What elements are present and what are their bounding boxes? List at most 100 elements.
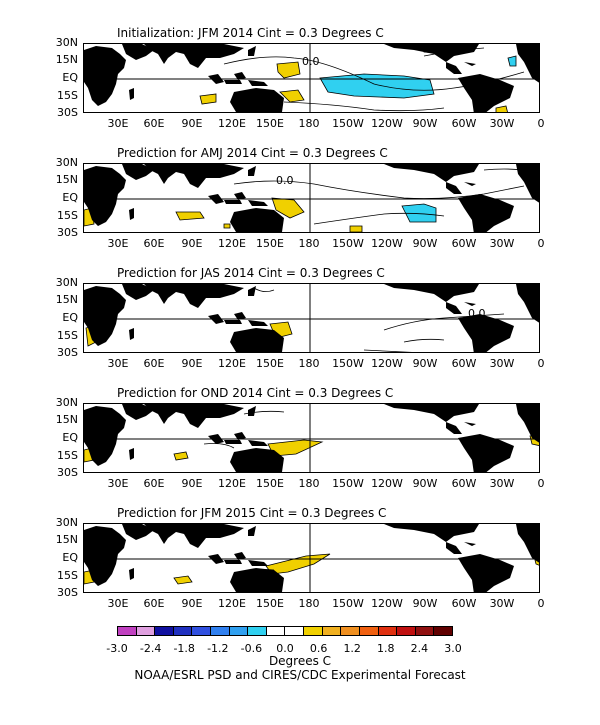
- lat-tick-label: 15N: [55, 53, 78, 66]
- land-mass: [516, 524, 539, 563]
- lon-tick-label: 120W: [371, 597, 403, 610]
- lon-tick-label: 90E: [181, 477, 203, 490]
- land-mass: [248, 166, 256, 176]
- lon-tick-label: 30W: [489, 357, 515, 370]
- land-mass: [446, 302, 462, 314]
- lon-tick-label: 120E: [218, 117, 246, 130]
- land-mass: [144, 404, 244, 428]
- land-mass: [122, 164, 154, 180]
- lat-tick-label: 15S: [57, 89, 78, 102]
- legend-swatch: [266, 627, 286, 635]
- land-mass: [446, 542, 462, 554]
- land-mass: [129, 208, 134, 220]
- anomaly-region: [507, 55, 517, 67]
- lon-tick-label: 120W: [371, 357, 403, 370]
- lat-tick-label: 30S: [57, 346, 78, 359]
- lon-tick-label: 90E: [181, 237, 203, 250]
- legend-tick: 1.8: [377, 642, 395, 655]
- legend-tick: -1.2: [207, 642, 229, 655]
- contour-label: 0.0: [468, 307, 486, 320]
- lon-tick-label: 150W: [332, 477, 364, 490]
- lat-tick-label: 30S: [57, 106, 78, 119]
- lon-tick-label: 120W: [371, 477, 403, 490]
- panel-title: Prediction for JFM 2015 Cint = 0.3 Degre…: [117, 506, 387, 520]
- legend-swatch: [173, 627, 193, 635]
- legend-swatch: [378, 627, 398, 635]
- land-mass: [516, 284, 539, 323]
- land-mass: [458, 74, 514, 112]
- land-mass: [464, 182, 476, 186]
- map-graphic: [84, 404, 539, 472]
- land-mass: [464, 302, 476, 306]
- land-mass: [464, 422, 476, 426]
- lon-tick-label: 60W: [451, 357, 477, 370]
- lon-tick-label: 120W: [371, 117, 403, 130]
- lon-tick-label: 60E: [143, 357, 165, 370]
- lon-tick-label: 180: [298, 117, 320, 130]
- zero-contour: [203, 443, 235, 449]
- land-mass: [248, 46, 256, 56]
- lon-tick-label: 60E: [143, 477, 165, 490]
- legend-swatch: [434, 627, 452, 635]
- legend-tick: -0.6: [240, 642, 263, 655]
- legend-tick: -1.8: [173, 642, 195, 655]
- lon-tick-label: 90E: [181, 597, 203, 610]
- lon-tick-label: 60E: [143, 597, 165, 610]
- land-mass: [248, 526, 256, 536]
- legend-swatch: [322, 627, 342, 635]
- legend-swatch: [155, 627, 174, 635]
- land-mass: [458, 194, 514, 232]
- land-mass: [144, 164, 244, 188]
- land-mass: [230, 328, 284, 352]
- land-mass: [384, 524, 479, 542]
- lat-tick-label: 30N: [55, 276, 78, 289]
- land-mass: [248, 286, 256, 296]
- legend-tick: -2.4: [139, 642, 162, 655]
- anomaly-region: [175, 211, 205, 221]
- panel-title: Initialization: JFM 2014 Cint = 0.3 Degr…: [117, 26, 384, 40]
- land-mass: [84, 406, 126, 466]
- legend-tick: -3.0: [106, 642, 128, 655]
- lon-tick-label: 150E: [256, 597, 284, 610]
- lon-tick-label: 30W: [489, 477, 515, 490]
- forecast-panel-3: Prediction for JAS 2014 Cint = 0.3 Degre…: [0, 266, 600, 388]
- map-graphic: [84, 524, 539, 592]
- land-mass: [458, 434, 514, 472]
- lat-tick-label: EQ: [62, 431, 78, 444]
- lat-tick-label: 15S: [57, 329, 78, 342]
- legend-swatch: [304, 627, 323, 635]
- lat-tick-label: 30N: [55, 516, 78, 529]
- zero-contour: [253, 287, 275, 292]
- legend-tick: 0.6: [309, 642, 328, 655]
- legend-swatch: [359, 627, 379, 635]
- lon-tick-label: 0: [537, 597, 545, 610]
- lon-tick-label: 30E: [107, 117, 129, 130]
- legend-tick: 1.2: [343, 642, 361, 655]
- lat-tick-label: 15S: [57, 569, 78, 582]
- lat-tick-label: EQ: [62, 311, 78, 324]
- anomaly-region: [319, 73, 435, 99]
- lon-tick-label: 150E: [256, 117, 284, 130]
- legend-swatch: [211, 627, 230, 635]
- credit-line: NOAA/ESRL PSD and CIRES/CDC Experimental…: [134, 668, 466, 682]
- zero-contour: [283, 101, 445, 112]
- land-mass: [458, 314, 514, 352]
- lat-tick-label: EQ: [62, 71, 78, 84]
- legend-tick-labels: -3.0 -2.4 -1.8 -1.2 -0.6 0.0 0.6 1.2 1.8 2.4 3.0: [0, 642, 600, 656]
- zero-contour: [313, 212, 445, 225]
- lon-tick-label: 180: [298, 477, 320, 490]
- legend-swatch: [192, 627, 212, 635]
- legend-swatch: [397, 627, 416, 635]
- land-mass: [446, 182, 462, 194]
- land-mass: [129, 88, 134, 100]
- land-mass: [122, 44, 154, 60]
- lon-tick-label: 150E: [256, 357, 284, 370]
- legend-tick: 3.0: [444, 642, 462, 655]
- lat-tick-label: EQ: [62, 191, 78, 204]
- land-mass: [122, 404, 154, 420]
- anomaly-region: [279, 89, 305, 103]
- lat-tick-label: 15N: [55, 533, 78, 546]
- land-mass: [464, 542, 476, 546]
- lon-tick-label: 150W: [332, 237, 364, 250]
- forecast-panel-2: Prediction for AMJ 2014 Cint = 0.3 Degre…: [0, 146, 600, 268]
